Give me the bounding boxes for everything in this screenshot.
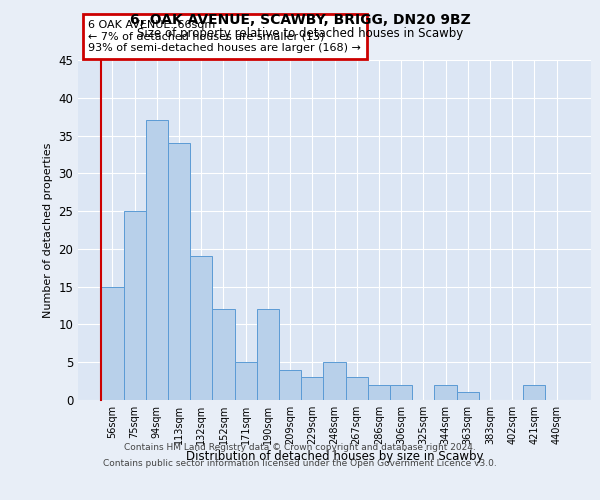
Bar — [124, 211, 146, 400]
Text: 6, OAK AVENUE, SCAWBY, BRIGG, DN20 9BZ: 6, OAK AVENUE, SCAWBY, BRIGG, DN20 9BZ — [130, 12, 470, 26]
Bar — [212, 310, 235, 400]
Bar — [346, 378, 368, 400]
Bar — [257, 310, 279, 400]
Y-axis label: Number of detached properties: Number of detached properties — [43, 142, 53, 318]
Bar — [457, 392, 479, 400]
Bar — [434, 385, 457, 400]
Bar — [279, 370, 301, 400]
Text: Size of property relative to detached houses in Scawby: Size of property relative to detached ho… — [137, 28, 463, 40]
Bar — [190, 256, 212, 400]
Bar — [368, 385, 390, 400]
Text: Contains public sector information licensed under the Open Government Licence v3: Contains public sector information licen… — [103, 459, 497, 468]
Bar — [101, 286, 124, 400]
X-axis label: Distribution of detached houses by size in Scawby: Distribution of detached houses by size … — [186, 450, 483, 463]
Bar — [235, 362, 257, 400]
Bar — [146, 120, 168, 400]
Text: Contains HM Land Registry data © Crown copyright and database right 2024.: Contains HM Land Registry data © Crown c… — [124, 442, 476, 452]
Bar — [523, 385, 545, 400]
Text: 6 OAK AVENUE: 66sqm
← 7% of detached houses are smaller (13)
93% of semi-detache: 6 OAK AVENUE: 66sqm ← 7% of detached hou… — [88, 20, 361, 53]
Bar — [390, 385, 412, 400]
Bar — [301, 378, 323, 400]
Bar — [168, 143, 190, 400]
Bar — [323, 362, 346, 400]
